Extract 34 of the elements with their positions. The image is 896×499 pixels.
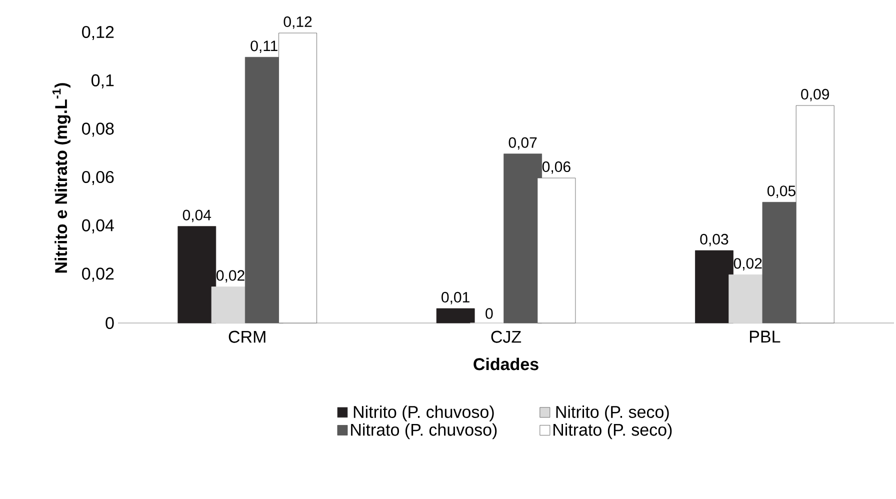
x-tick-label: CJZ <box>491 330 522 343</box>
y-tick-label: 0,1 <box>91 74 114 88</box>
legend-label: Nitrato (P. chuvoso) <box>351 423 497 440</box>
bar <box>695 250 734 324</box>
data-label: 0 <box>486 308 493 319</box>
data-label: 0,12 <box>284 16 312 29</box>
bar <box>796 105 834 324</box>
y-tick-label: 0 <box>106 316 114 330</box>
y-tick-label: 0,06 <box>82 170 114 186</box>
data-label: 0,11 <box>250 40 278 53</box>
data-label: 0,04 <box>182 210 212 222</box>
legend-label: Nitrito (P. seco) <box>556 406 669 422</box>
legend-label: Nitrato (P. seco) <box>554 423 672 440</box>
bar <box>537 178 576 324</box>
data-label: 0,07 <box>508 137 537 150</box>
legend-label: Nitrito (P. chuvoso) <box>354 406 494 422</box>
data-label: 0,05 <box>767 186 796 198</box>
y-tick-label: 0,12 <box>82 26 114 40</box>
data-label: 0,06 <box>542 161 570 174</box>
data-label: 0,01 <box>442 292 470 304</box>
y-axis-title: Nitrito e Nitrato (mg.L$^{-1}$) <box>52 83 71 273</box>
data-label: 0,03 <box>700 234 728 246</box>
x-tick-label: CRM <box>228 330 266 343</box>
data-label: 0,02 <box>216 270 244 283</box>
bar <box>278 32 317 324</box>
bar <box>178 226 216 324</box>
data-label: 0,02 <box>734 258 762 270</box>
bar <box>436 308 475 324</box>
data-label: 0,09 <box>801 88 829 102</box>
y-tick-label: 0,02 <box>82 268 114 282</box>
y-tick-label: 0,08 <box>82 122 114 137</box>
x-axis-title: Cidades <box>474 358 538 370</box>
y-tick-label: 0,04 <box>82 219 114 234</box>
x-tick-label: PBL <box>750 330 780 342</box>
